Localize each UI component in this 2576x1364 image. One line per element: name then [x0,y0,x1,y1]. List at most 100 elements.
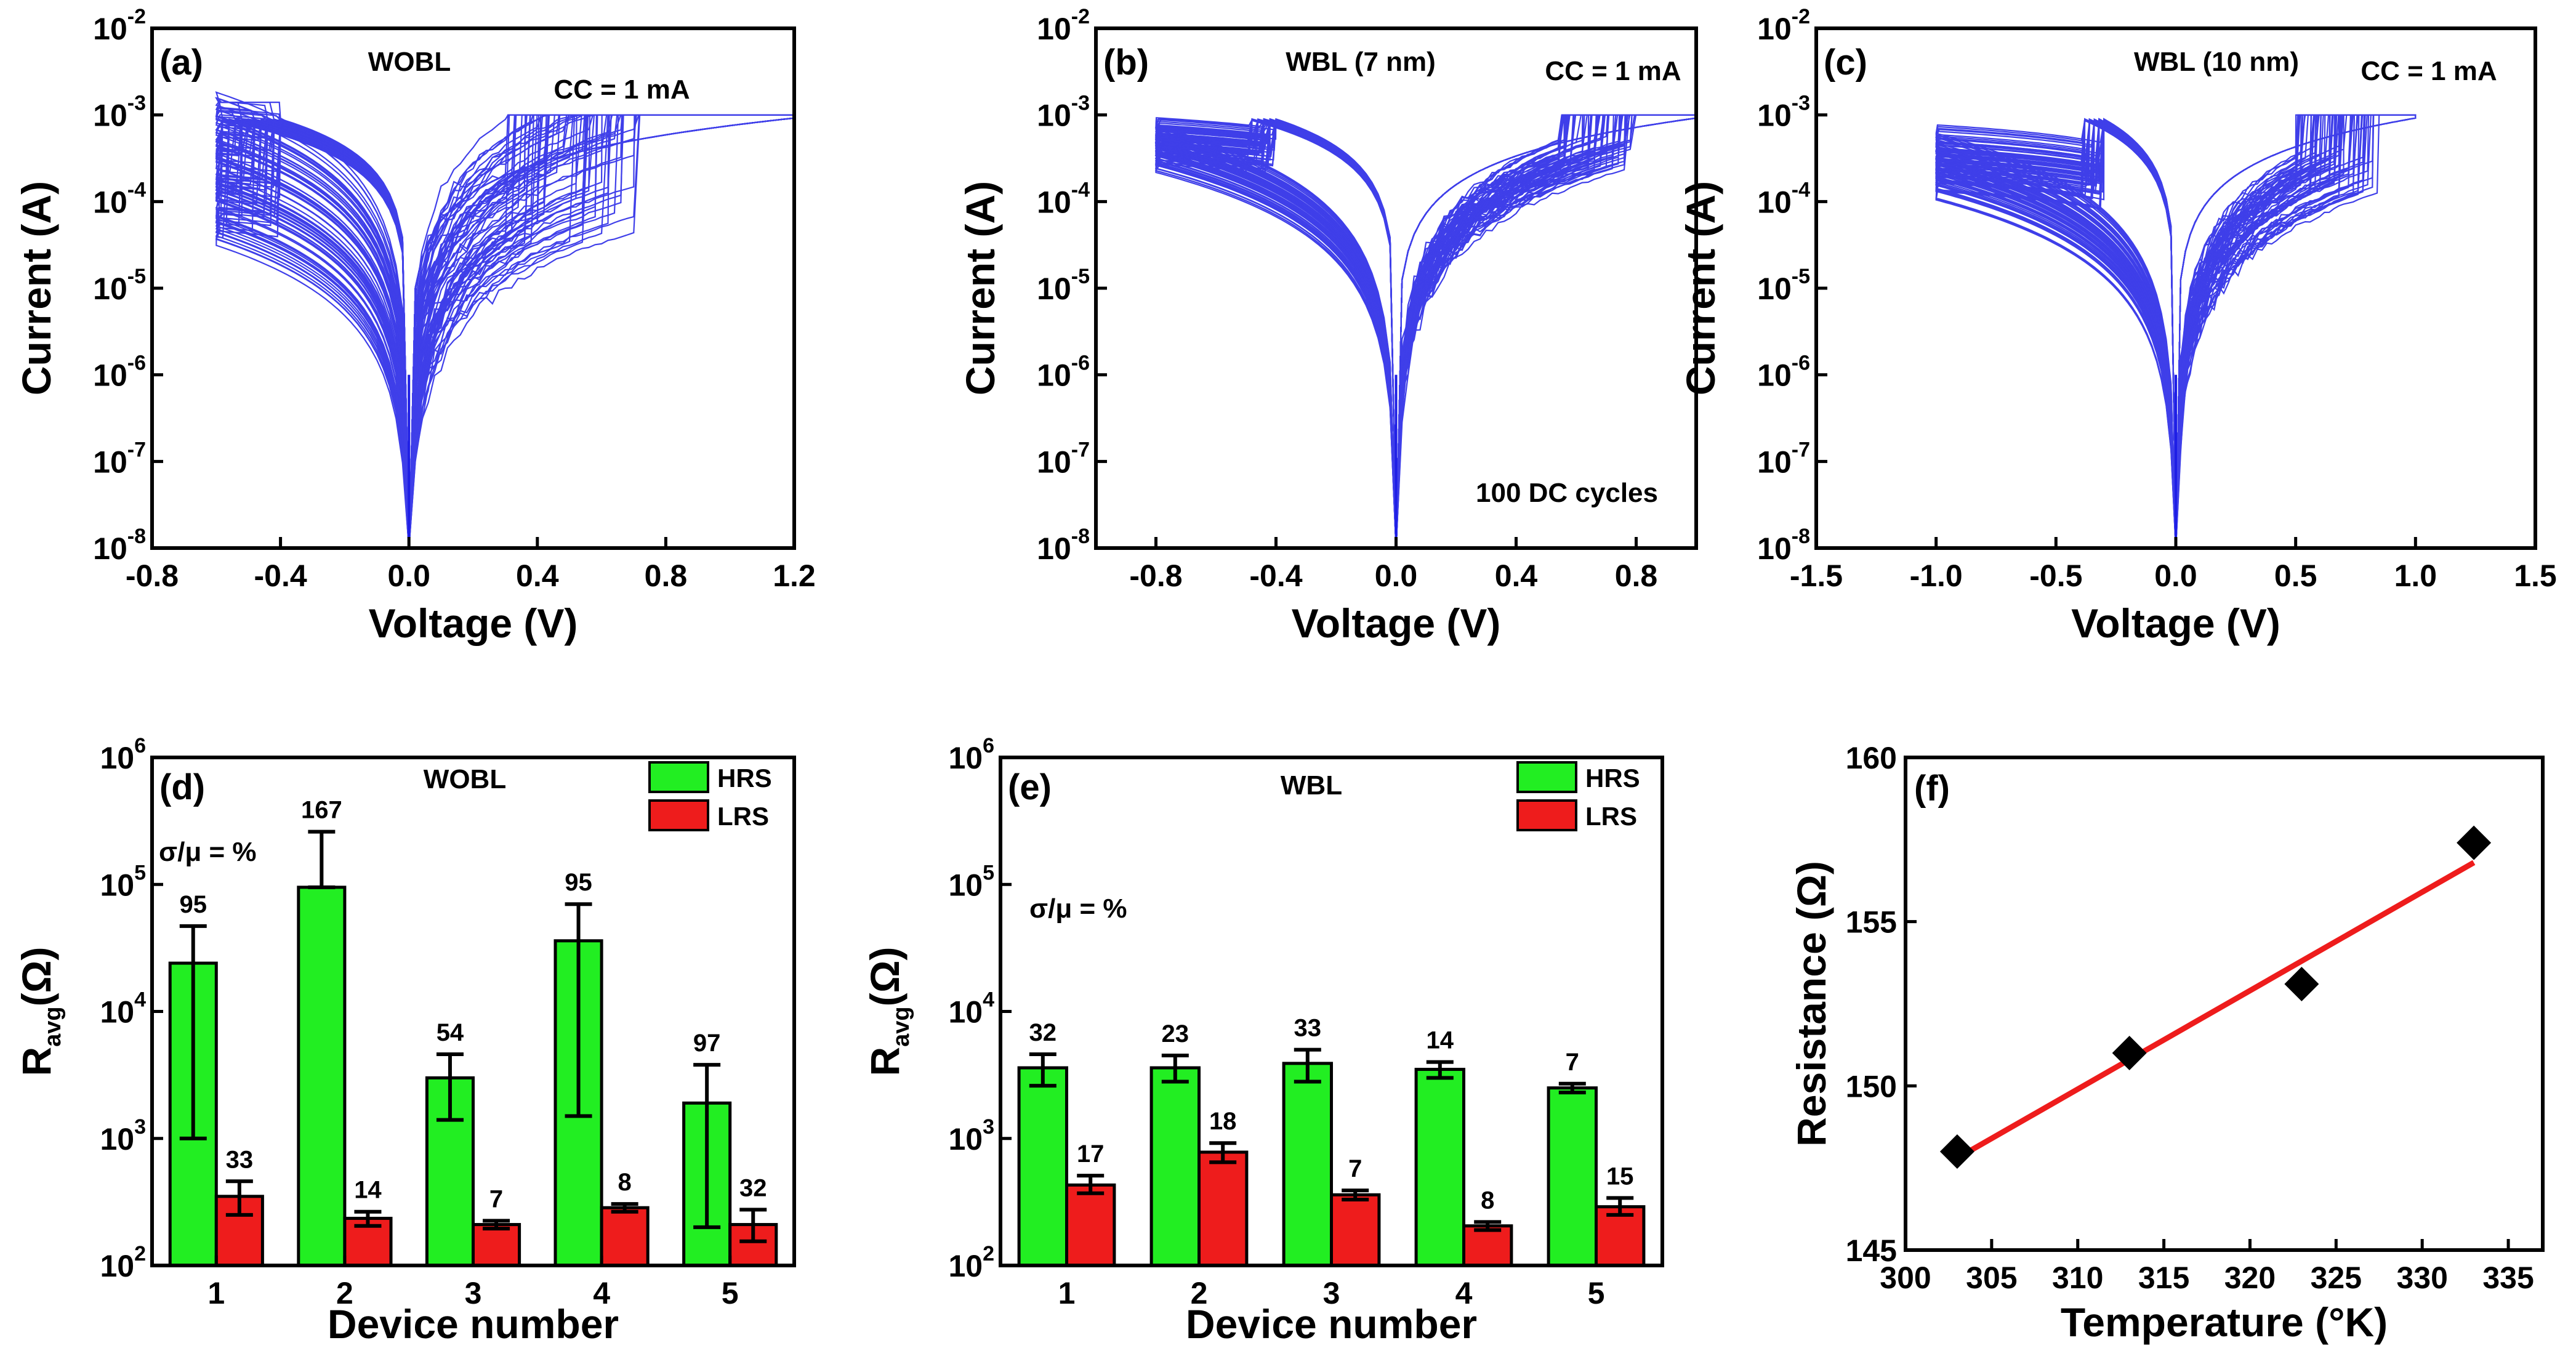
bar-data-label: 97 [693,1030,721,1057]
bar-data-label: 95 [180,891,207,918]
bar-data-label: 8 [618,1169,632,1196]
x-tick-label: 300 [1880,1261,1931,1295]
iv-curve [1155,114,1696,548]
y-axis-label: Current (A) [1678,181,1723,395]
x-axis-label: Device number [1186,1301,1477,1347]
panel-title: WBL (10 nm) [2134,47,2299,77]
bar-data-label: 8 [1481,1187,1494,1214]
y-tick-label: 10-8 [1757,525,1810,566]
bar-data-label: 7 [1566,1049,1579,1076]
x-tick-label: 0.4 [1495,559,1538,593]
bar-lrs [1065,1183,1116,1267]
iv-curve [1935,114,2417,548]
y-tick-label: 105 [100,861,146,902]
y-tick-label: 106 [948,734,994,775]
panel-title: WBL (7 nm) [1286,47,1436,77]
cv-annotation: σ/μ = % [159,837,257,867]
y-tick-label: 10-8 [93,525,146,566]
panel-label: (d) [159,767,205,807]
panel-a: -0.8 -0.4 0.0 0.4 0.8 1.2 10-8 10-7 10-6 10-5 10-4… [14,5,816,646]
panel-title: WBL [1281,770,1342,801]
bar-data-label: 32 [1029,1019,1057,1046]
data-point [2284,967,2319,1001]
x-tick-label: -0.8 [1129,559,1182,593]
legend-label: LRS [717,802,769,831]
bar-hrs [297,886,347,1267]
y-tick-label: 105 [948,861,994,902]
data-point [2112,1036,2147,1070]
x-tick-label: -1.5 [1790,559,1843,593]
y-tick-label: 10-5 [93,265,146,306]
y-tick-label: 104 [948,988,994,1030]
x-axis-label: Device number [328,1301,619,1347]
y-tick-label: 10-3 [1037,92,1090,133]
y-tick-label: 106 [100,734,146,775]
x-tick-label: 335 [2482,1261,2534,1295]
iv-curve [215,114,794,548]
bar-hrs [1414,1068,1466,1267]
bar-hrs [1149,1066,1201,1267]
y-tick-label: 104 [100,988,146,1030]
panel-d: 95 167 54 95 97 33 14 7 8 32 1 2 3 4 5 102 103 104 105 106 D… [14,734,796,1347]
y-tick-label: 10-6 [1757,352,1810,393]
x-axis-label: Voltage (V) [369,600,578,646]
compliance-annotation: CC = 1 mA [2361,56,2497,86]
panel-c: -1.5 -1.0 -0.5 0.0 0.5 1.0 1.5 10-8 10-7 10-6 10-5… [1678,5,2557,646]
x-tick-label: 0.0 [2154,559,2197,593]
iv-curve [1935,114,2417,548]
x-tick-label: -0.5 [2029,559,2082,593]
x-axis-label: Voltage (V) [2071,600,2280,646]
bar-data-label: 17 [1077,1140,1105,1168]
y-tick-label: 160 [1846,741,1897,775]
y-tick-label: 150 [1846,1069,1897,1104]
y-tick-label: 10-7 [93,438,146,479]
bar-data-label: 54 [437,1019,464,1046]
x-tick-label: 0.5 [2274,559,2317,593]
iv-curves-c [1935,114,2417,548]
panel-label: (b) [1103,42,1149,83]
y-tick-label: 10-4 [1757,178,1810,219]
x-tick-label: -0.4 [254,559,307,593]
legend-swatch-hrs [648,761,709,793]
x-tick-label: 0.8 [1615,559,1658,593]
x-tick-label: 1.5 [2514,559,2557,593]
panel-label: (a) [159,42,203,83]
x-tick-label: -0.8 [126,559,179,593]
legend-label: LRS [1585,802,1637,831]
panel-label: (c) [1824,42,1867,83]
cycles-note: 100 DC cycles [1476,478,1658,508]
fit-line [1955,860,2476,1161]
bar-data-label: 23 [1162,1020,1189,1047]
iv-curve [1935,114,2417,548]
axes-frame-f [1904,756,2545,1252]
panel-f: 300 305 310 315 320 325 330 335 145 150 155 160 Temp… [1789,741,2545,1345]
bar-data-label: 167 [301,797,342,824]
y-tick-label: 10-7 [1037,438,1090,479]
x-axis-label: Temperature (°K) [2061,1299,2388,1345]
y-tick-label: 103 [948,1115,994,1156]
x-tick-label: 1.2 [773,559,816,593]
legend-swatch-lrs [1516,799,1577,831]
x-tick-label: 2 [336,1276,353,1310]
iv-curve [1935,114,2417,548]
y-tick-label: 155 [1846,905,1897,940]
x-tick-label: 3 [1323,1276,1340,1310]
y-tick-label: 10-5 [1037,265,1090,306]
x-tick-label: 320 [2224,1261,2276,1295]
bar-lrs [600,1206,650,1267]
bar-data-label: 14 [1427,1027,1454,1054]
x-tick-label: 0.4 [516,559,559,593]
y-tick-label: 10-5 [1757,265,1810,306]
y-tick-label: 10-4 [93,178,146,219]
data-point [1939,1134,1974,1169]
x-tick-label: 325 [2311,1261,2362,1295]
iv-curve [1935,114,2417,548]
bar-data-label: 15 [1606,1163,1634,1190]
bar-lrs [1330,1193,1381,1267]
x-tick-label: 4 [1455,1276,1473,1310]
x-tick-label: 1.0 [2394,559,2437,593]
x-tick-label: 305 [1966,1261,2017,1295]
bar-lrs [472,1223,521,1267]
